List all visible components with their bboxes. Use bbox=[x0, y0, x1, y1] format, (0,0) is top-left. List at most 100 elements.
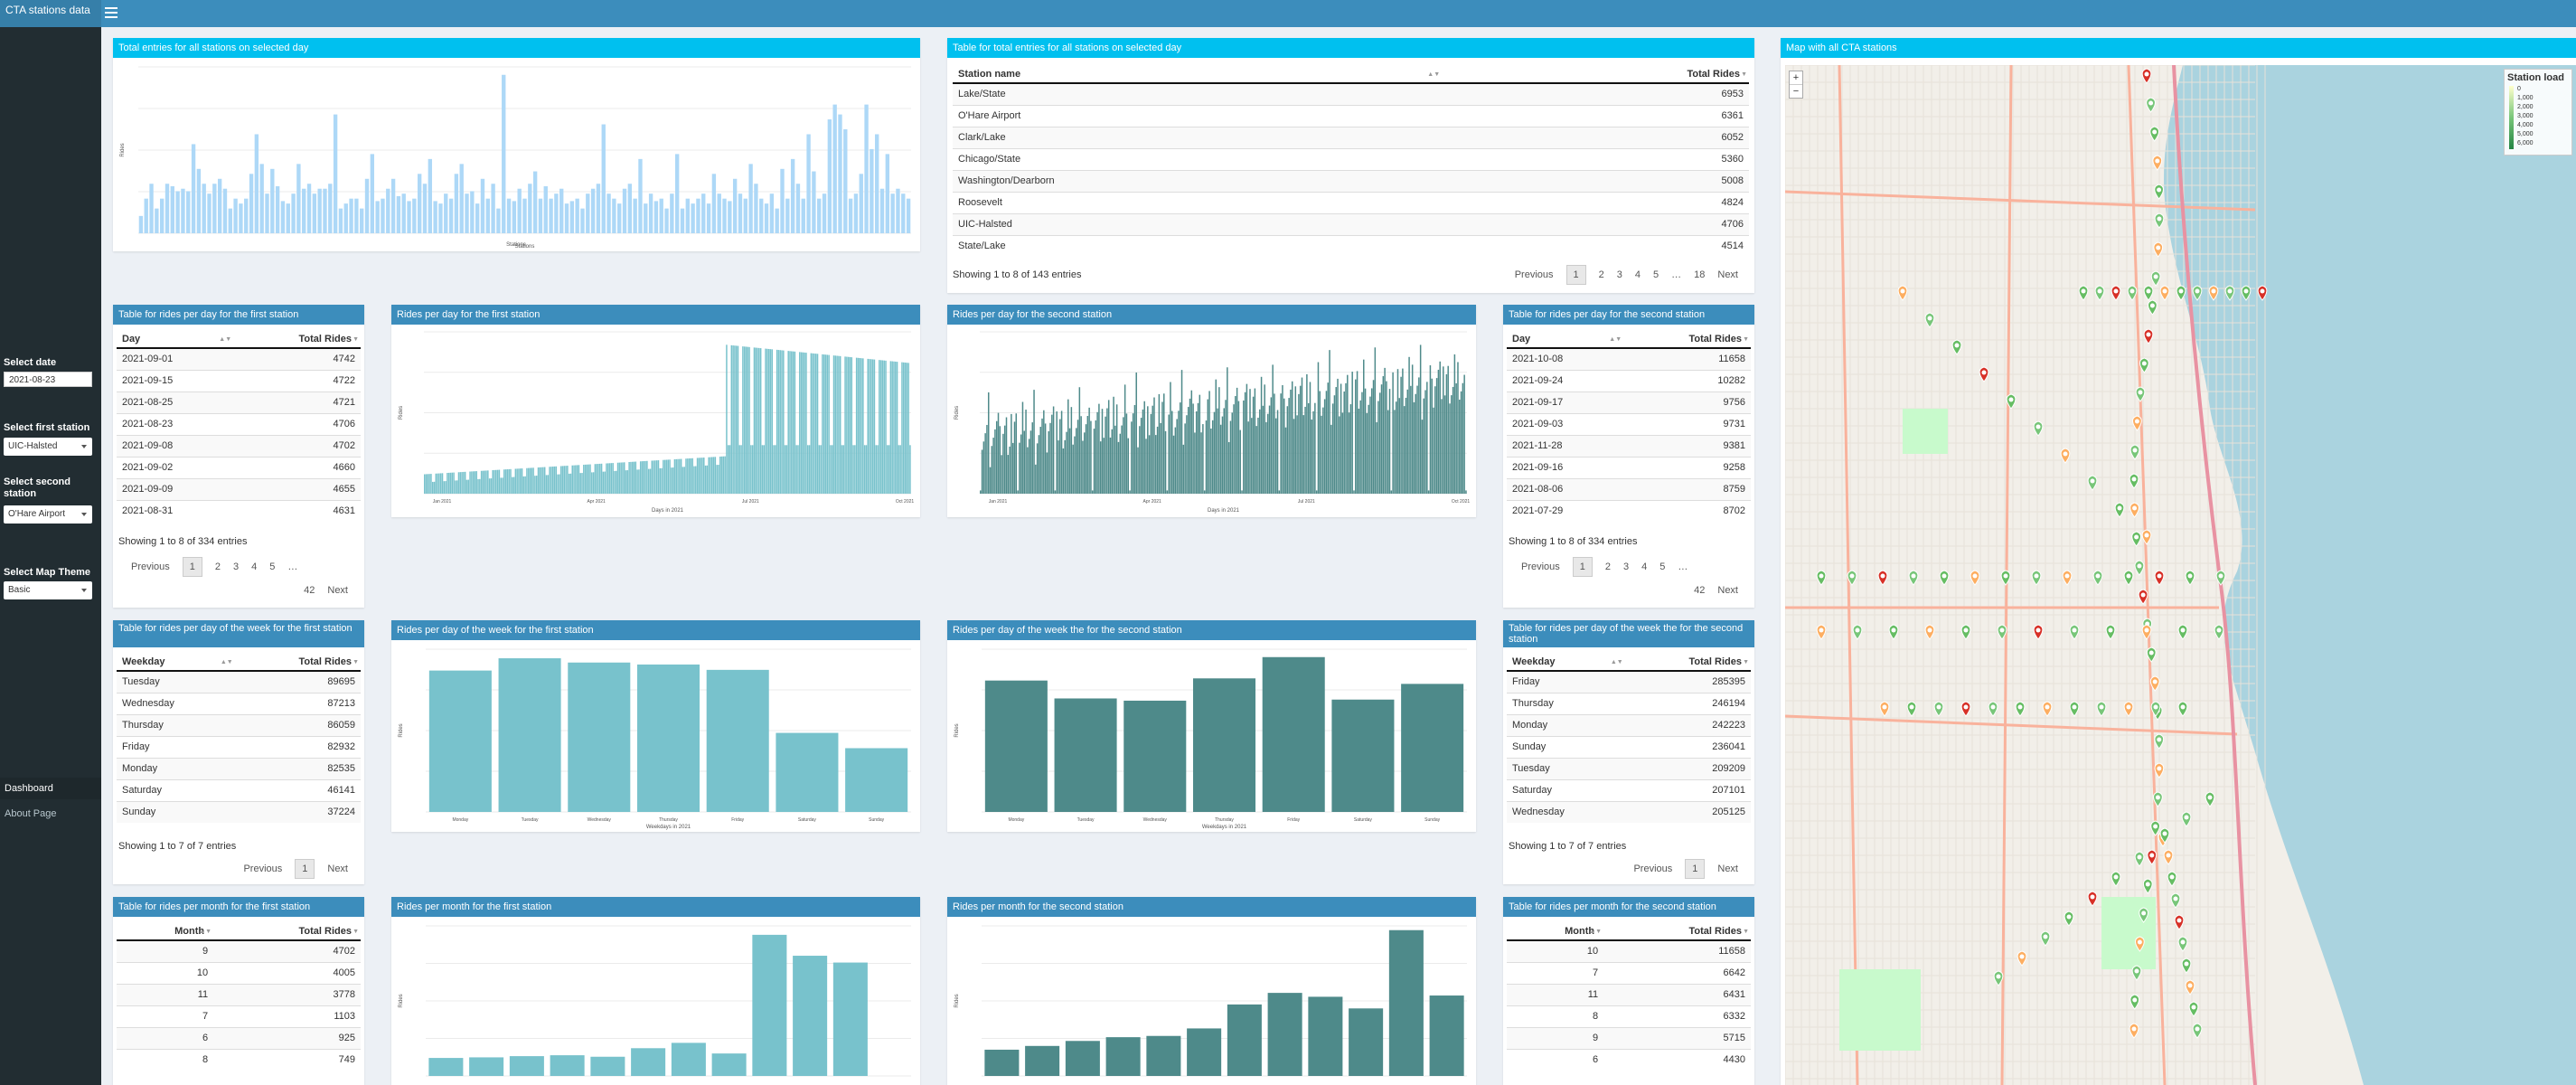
table-row[interactable]: 7 1103 bbox=[117, 1005, 361, 1027]
table-row[interactable]: 2021-07-29 8702 bbox=[1507, 499, 1751, 522]
table-row[interactable]: 7 6642 bbox=[1507, 961, 1751, 984]
table-row[interactable]: UIC-Halsted 4706 bbox=[953, 212, 1749, 235]
table-row[interactable]: Monday 242223 bbox=[1507, 713, 1751, 736]
table-row[interactable]: 9 4702 bbox=[117, 939, 361, 962]
table-row[interactable]: Saturday 207101 bbox=[1507, 778, 1751, 801]
table-row[interactable]: State/Lake 4514 bbox=[953, 234, 1749, 257]
table-row[interactable]: 2021-09-24 10282 bbox=[1507, 369, 1751, 392]
table-row[interactable]: 2021-08-06 8759 bbox=[1507, 477, 1751, 500]
table-row[interactable]: 2021-09-15 4722 bbox=[117, 369, 361, 392]
table-row[interactable]: Lake/State 6953 bbox=[953, 82, 1749, 105]
next-page-button[interactable]: Next bbox=[327, 585, 348, 596]
page-button[interactable]: … bbox=[1678, 561, 1688, 572]
page-button[interactable]: 1 bbox=[1685, 859, 1706, 879]
table-row[interactable]: 2021-09-09 4655 bbox=[117, 477, 361, 500]
table-row[interactable]: 2021-09-16 9258 bbox=[1507, 456, 1751, 478]
table-row[interactable]: Sunday 37224 bbox=[117, 800, 361, 823]
page-button[interactable]: 1 bbox=[1565, 265, 1586, 285]
menu-toggle-icon[interactable] bbox=[105, 7, 118, 18]
page-button[interactable]: 2 bbox=[1598, 269, 1604, 280]
page-button[interactable]: 2 bbox=[1604, 561, 1612, 572]
previous-page-button[interactable]: Previous bbox=[1521, 561, 1560, 572]
table-row[interactable]: Clark/Lake 6052 bbox=[953, 126, 1749, 148]
column-header[interactable]: Day ▲▼ bbox=[1507, 330, 1624, 349]
column-header[interactable]: Month ▲▼ bbox=[1507, 922, 1604, 941]
table-row[interactable]: Thursday 246194 bbox=[1507, 692, 1751, 714]
date-input[interactable]: 2021-08-23 bbox=[4, 372, 92, 387]
table-row[interactable]: Friday 82932 bbox=[117, 735, 361, 758]
page-button[interactable]: 42 bbox=[304, 585, 315, 596]
page-button[interactable]: … bbox=[1671, 269, 1682, 280]
next-page-button[interactable]: Next bbox=[327, 863, 348, 874]
page-button[interactable]: 5 bbox=[1659, 561, 1666, 572]
page-button[interactable]: 18 bbox=[1694, 269, 1706, 280]
previous-page-button[interactable]: Previous bbox=[1514, 269, 1554, 280]
next-page-button[interactable]: Next bbox=[1717, 585, 1738, 596]
table-row[interactable]: 10 4005 bbox=[117, 961, 361, 984]
column-header[interactable]: Total Rides ▼ bbox=[1623, 330, 1751, 349]
table-row[interactable]: 11 6431 bbox=[1507, 983, 1751, 1005]
map-canvas[interactable] bbox=[1785, 65, 2576, 1085]
column-header[interactable]: Total Rides ▼ bbox=[1624, 653, 1751, 672]
table-row[interactable]: 2021-09-01 4742 bbox=[117, 347, 361, 370]
column-header[interactable]: Total Rides ▼ bbox=[1442, 65, 1749, 84]
map-theme-select[interactable]: Basic bbox=[4, 581, 92, 599]
zoom-out-button[interactable]: − bbox=[1792, 86, 1800, 97]
table-row[interactable]: Tuesday 209209 bbox=[1507, 757, 1751, 779]
column-header[interactable]: Total Rides ▼ bbox=[234, 653, 361, 672]
column-header[interactable]: Day ▲▼ bbox=[117, 330, 234, 349]
page-button[interactable]: 2 bbox=[214, 561, 221, 572]
page-button[interactable]: 1 bbox=[182, 557, 202, 577]
table-row[interactable]: 2021-08-31 4631 bbox=[117, 499, 361, 522]
table-row[interactable]: 8 749 bbox=[117, 1048, 361, 1071]
table-row[interactable]: Friday 285395 bbox=[1507, 670, 1751, 693]
column-header[interactable]: Total Rides ▼ bbox=[1603, 922, 1751, 941]
page-button[interactable]: 3 bbox=[233, 561, 240, 572]
table-row[interactable]: Wednesday 87213 bbox=[117, 692, 361, 714]
table-row[interactable]: Monday 82535 bbox=[117, 757, 361, 779]
table-row[interactable]: 8 6332 bbox=[1507, 1005, 1751, 1027]
zoom-in-button[interactable]: + bbox=[1790, 71, 1802, 85]
next-page-button[interactable]: Next bbox=[1717, 863, 1738, 874]
page-button[interactable]: 5 bbox=[269, 561, 276, 572]
table-row[interactable]: 6 925 bbox=[117, 1026, 361, 1049]
table-row[interactable]: 2021-09-17 9756 bbox=[1507, 391, 1751, 413]
table-row[interactable]: Saturday 46141 bbox=[117, 778, 361, 801]
page-button[interactable]: 3 bbox=[1616, 269, 1622, 280]
table-row[interactable]: O'Hare Airport 6361 bbox=[953, 104, 1749, 127]
page-button[interactable]: 3 bbox=[1623, 561, 1630, 572]
column-header[interactable]: Month ▲▼ bbox=[117, 922, 214, 941]
page-button[interactable]: … bbox=[287, 561, 298, 572]
previous-page-button[interactable]: Previous bbox=[243, 863, 283, 874]
table-row[interactable]: Tuesday 89695 bbox=[117, 670, 361, 693]
table-row[interactable]: Washington/Dearborn 5008 bbox=[953, 169, 1749, 192]
menu-dashboard[interactable]: Dashboard bbox=[0, 778, 101, 799]
page-button[interactable]: 4 bbox=[251, 561, 258, 572]
table-row[interactable]: 2021-10-08 11658 bbox=[1507, 347, 1751, 370]
table-row[interactable]: Chicago/State 5360 bbox=[953, 147, 1749, 170]
previous-page-button[interactable]: Previous bbox=[1633, 863, 1673, 874]
table-row[interactable]: 2021-11-28 9381 bbox=[1507, 434, 1751, 457]
column-header[interactable]: Weekday ▲▼ bbox=[1507, 653, 1625, 672]
table-row[interactable]: 9 5715 bbox=[1507, 1026, 1751, 1049]
table-row[interactable]: 10 11658 bbox=[1507, 939, 1751, 962]
table-row[interactable]: Sunday 236041 bbox=[1507, 735, 1751, 758]
page-button[interactable]: 4 bbox=[1641, 561, 1648, 572]
column-header[interactable]: Total Rides ▼ bbox=[213, 922, 361, 941]
page-button[interactable]: 4 bbox=[1634, 269, 1641, 280]
cta-map[interactable]: + − Station load 0 1,000 2,000 3,000 4,0… bbox=[1785, 65, 2576, 1085]
next-page-button[interactable]: Next bbox=[1717, 269, 1738, 280]
table-row[interactable]: Wednesday 205125 bbox=[1507, 800, 1751, 823]
previous-page-button[interactable]: Previous bbox=[131, 561, 170, 572]
table-row[interactable]: 2021-08-25 4721 bbox=[117, 391, 361, 413]
table-row[interactable]: 6 4430 bbox=[1507, 1048, 1751, 1071]
table-row[interactable]: 2021-09-08 4702 bbox=[117, 434, 361, 457]
column-header[interactable]: Station name ▲▼ bbox=[953, 65, 1443, 84]
table-row[interactable]: 11 3778 bbox=[117, 983, 361, 1005]
column-header[interactable]: Weekday ▲▼ bbox=[117, 653, 235, 672]
page-button[interactable]: 1 bbox=[1572, 557, 1593, 577]
table-row[interactable]: 2021-09-02 4660 bbox=[117, 456, 361, 478]
column-header[interactable]: Total Rides ▼ bbox=[233, 330, 361, 349]
table-row[interactable]: 2021-08-23 4706 bbox=[117, 412, 361, 435]
second-station-select[interactable]: O'Hare Airport bbox=[4, 505, 92, 524]
